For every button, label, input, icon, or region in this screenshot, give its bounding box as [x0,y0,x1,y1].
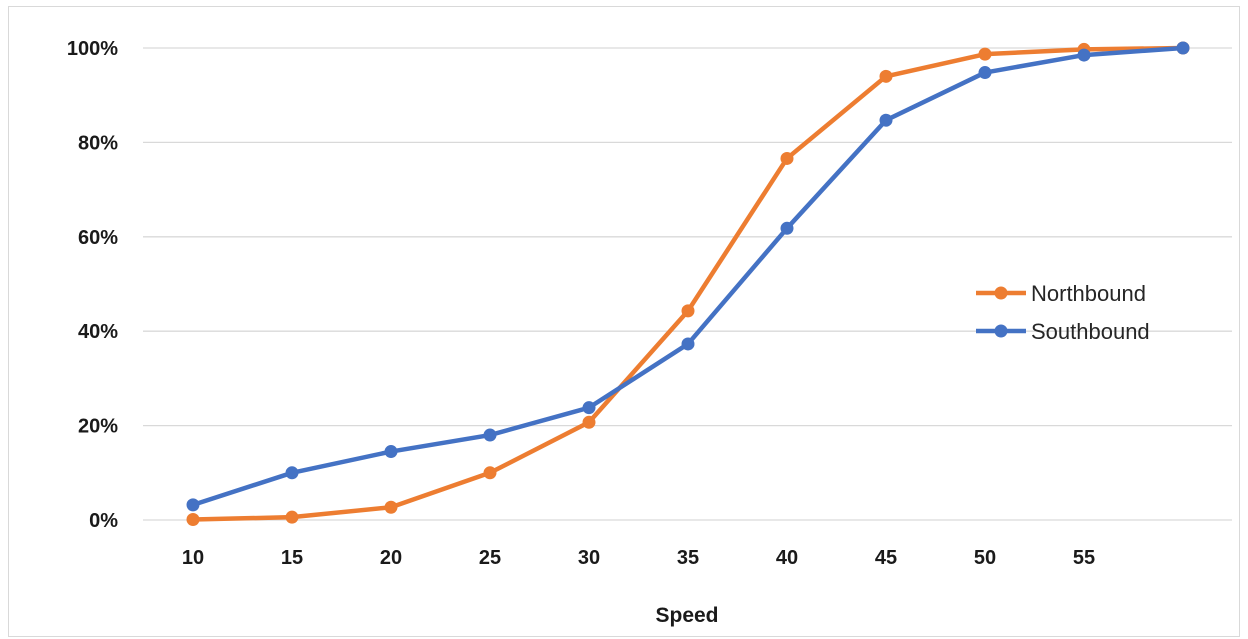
data-point [780,221,794,235]
data-point [1077,48,1091,62]
x-tick-label: 10 [182,547,204,569]
data-point [582,401,596,415]
series-layer [186,41,1190,527]
data-point [780,151,794,165]
x-tick-label: 35 [677,547,699,569]
data-point [384,500,398,514]
y-tick-label: 20% [78,416,118,438]
legend-marker [994,286,1008,300]
y-tick-label: 0% [89,510,118,532]
series-northbound [186,41,1190,527]
legend-item: Southbound [976,319,1150,344]
series-line [190,45,1186,508]
data-point [1176,41,1190,55]
x-tick-label: 30 [578,547,600,569]
x-tick-label: 50 [974,547,996,569]
data-point [186,498,200,512]
x-axis-ticks: 10 15 20 25 30 35 40 45 50 55 [182,547,1095,569]
legend-marker [994,324,1008,338]
data-point [483,466,497,480]
legend: Northbound Southbound [976,281,1150,344]
data-point [285,466,299,480]
y-tick-label: 40% [78,321,118,343]
data-point [483,428,497,442]
x-tick-label: 15 [281,547,303,569]
x-tick-label: 25 [479,547,501,569]
legend-label: Northbound [1031,281,1146,306]
data-point [681,337,695,351]
series-southbound [186,41,1190,512]
chart-frame [8,6,1240,637]
data-point [978,66,992,80]
x-tick-label: 55 [1073,547,1095,569]
legend-item: Northbound [976,281,1146,306]
x-tick-label: 40 [776,547,798,569]
data-point [186,513,200,527]
data-point [582,415,596,429]
x-axis-title: Speed [655,604,718,627]
data-point [681,304,695,318]
y-tick-label: 80% [78,132,118,154]
legend-label: Southbound [1031,319,1150,344]
data-point [879,69,893,83]
x-tick-label: 20 [380,547,402,569]
data-point [384,445,398,459]
y-axis-ticks: 0% 20% 40% 60% 80% 100% [67,38,118,532]
x-tick-label: 45 [875,547,897,569]
data-point [879,113,893,127]
y-tick-label: 60% [78,227,118,249]
data-point [978,47,992,61]
y-tick-label: 100% [67,38,118,60]
data-point [285,510,299,524]
gridlines [143,47,1232,521]
